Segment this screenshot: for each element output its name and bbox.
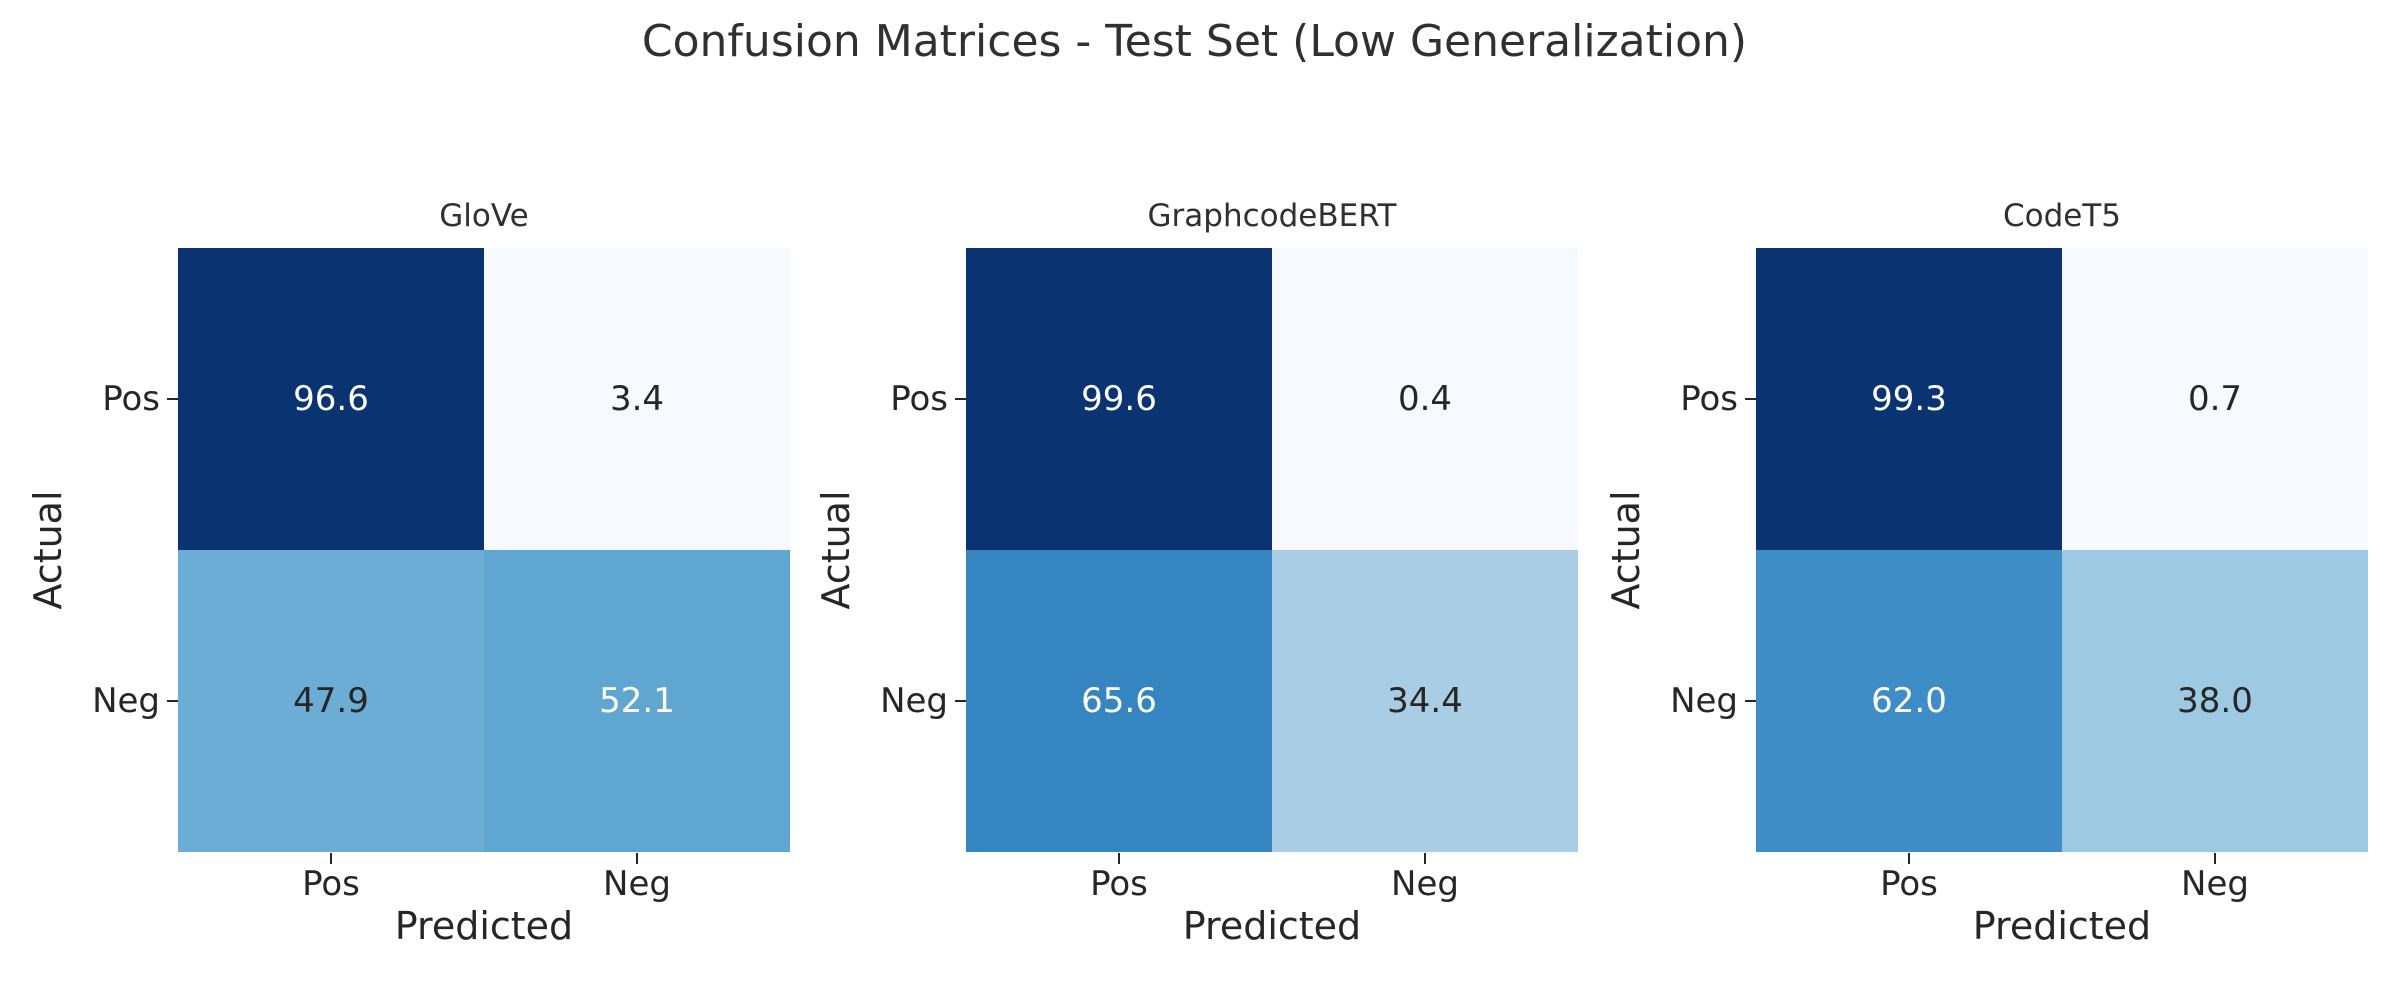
heatmap-cell-neg-neg: 38.0 [2062,550,2368,852]
y-tick-label-neg: Neg [880,681,948,721]
heatmap-cell-pos-pos: 99.3 [1756,248,2062,550]
figure-title: Confusion Matrices - Test Set (Low Gener… [641,16,1748,67]
x-axis-label: Predicted [394,904,574,948]
x-tick-label-pos: Pos [1880,864,1938,904]
y-tick-mark [167,398,178,400]
y-axis-label: Actual [1604,490,1648,610]
x-tick-label-neg: Neg [2181,864,2249,904]
y-tick-mark [955,398,966,400]
subplot-glove: GloVe Actual Pos Neg 96.6 3.4 47.9 52.1 … [0,0,790,993]
cell-value: 65.6 [1081,681,1157,721]
heatmap-cell-neg-pos: 65.6 [966,550,1272,852]
y-tick-label-pos: Pos [102,379,160,419]
heatmap-grid: 99.6 0.4 65.6 34.4 [966,248,1578,852]
cell-value: 38.0 [2177,681,2253,721]
x-tick-mark [330,853,332,864]
heatmap-cell-pos-neg: 0.4 [1272,248,1578,550]
y-axis-label: Actual [26,490,70,610]
x-tick-label-pos: Pos [1090,864,1148,904]
y-tick-label-pos: Pos [890,379,948,419]
x-tick-mark [1118,853,1120,864]
cell-value: 62.0 [1871,681,1947,721]
subplot-codet5: CodeT5 Actual Pos Neg 99.3 0.7 62.0 38.0… [1578,0,2368,993]
heatmap-cell-pos-pos: 96.6 [178,248,484,550]
x-axis-label: Predicted [1182,904,1362,948]
cell-value: 99.3 [1871,379,1947,419]
heatmap-grid: 99.3 0.7 62.0 38.0 [1756,248,2368,852]
heatmap-cell-neg-pos: 62.0 [1756,550,2062,852]
cell-value: 99.6 [1081,379,1157,419]
heatmap-cell-neg-neg: 52.1 [484,550,790,852]
heatmap-cell-pos-pos: 99.6 [966,248,1272,550]
y-tick-label-pos: Pos [1680,379,1738,419]
heatmap-cell-pos-neg: 3.4 [484,248,790,550]
x-tick-mark [636,853,638,864]
y-tick-label-neg: Neg [92,681,160,721]
y-tick-mark [1745,700,1756,702]
subplot-title: GloVe [439,198,529,234]
cell-value: 3.4 [609,379,665,419]
x-tick-mark [1908,853,1910,864]
x-axis-label: Predicted [1972,904,2152,948]
x-tick-label-neg: Neg [1391,864,1459,904]
cell-value: 96.6 [293,379,369,419]
y-tick-mark [955,700,966,702]
y-tick-label-neg: Neg [1670,681,1738,721]
heatmap-cell-neg-neg: 34.4 [1272,550,1578,852]
cell-value: 52.1 [599,681,675,721]
y-tick-mark [1745,398,1756,400]
x-tick-label-neg: Neg [603,864,671,904]
subplot-graphcodebert: GraphcodeBERT Actual Pos Neg 99.6 0.4 65… [788,0,1578,993]
y-tick-mark [167,700,178,702]
cell-value: 47.9 [293,681,369,721]
subplot-title: GraphcodeBERT [1147,198,1397,234]
heatmap-grid: 96.6 3.4 47.9 52.1 [178,248,790,852]
x-tick-label-pos: Pos [302,864,360,904]
cell-value: 0.4 [1397,379,1453,419]
x-tick-mark [2214,853,2216,864]
cell-value: 0.7 [2187,379,2243,419]
subplot-title: CodeT5 [2002,198,2122,234]
heatmap-cell-neg-pos: 47.9 [178,550,484,852]
y-axis-label: Actual [814,490,858,610]
cell-value: 34.4 [1387,681,1463,721]
heatmap-cell-pos-neg: 0.7 [2062,248,2368,550]
x-tick-mark [1424,853,1426,864]
